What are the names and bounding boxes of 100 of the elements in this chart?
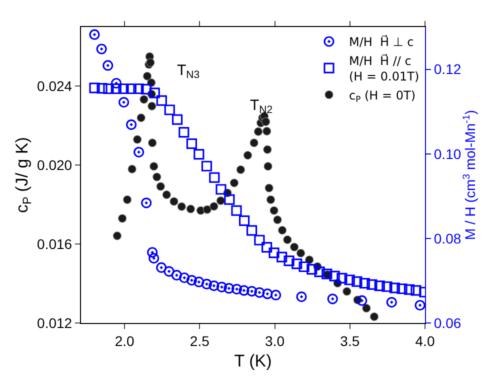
point bbox=[148, 102, 156, 110]
y2-tick-label: 0.10 bbox=[434, 146, 462, 162]
point bbox=[102, 60, 114, 71]
point bbox=[306, 264, 318, 275]
point bbox=[344, 274, 355, 286]
point bbox=[149, 88, 160, 98]
point bbox=[264, 162, 272, 171]
point bbox=[270, 290, 282, 300]
point bbox=[283, 235, 292, 244]
point bbox=[126, 119, 137, 130]
point bbox=[356, 295, 368, 306]
x-axis-title: T (K) bbox=[234, 351, 272, 370]
point bbox=[133, 135, 142, 144]
legend-label: M/H H⃗ ⊥ c bbox=[349, 34, 414, 50]
point bbox=[96, 83, 108, 94]
point bbox=[208, 280, 220, 292]
x-tick-label: 2.5 bbox=[190, 332, 210, 349]
point bbox=[270, 206, 278, 215]
point bbox=[118, 96, 130, 108]
point bbox=[147, 247, 158, 258]
annotation: T$_{N3}$ bbox=[177, 62, 200, 82]
y2-tick-label: 0.08 bbox=[434, 230, 462, 246]
legend-label: c$_{P}$ (H = 0T) bbox=[349, 88, 416, 104]
point bbox=[118, 214, 127, 223]
point bbox=[268, 248, 280, 258]
point bbox=[224, 283, 234, 294]
point bbox=[329, 270, 340, 282]
point bbox=[374, 280, 385, 292]
point bbox=[296, 248, 306, 258]
point bbox=[238, 215, 250, 226]
point bbox=[141, 198, 152, 208]
x-tick-label: 2.0 bbox=[114, 332, 134, 349]
point bbox=[336, 272, 348, 284]
point bbox=[262, 242, 272, 253]
point bbox=[254, 127, 263, 136]
point bbox=[366, 279, 378, 290]
point bbox=[410, 285, 422, 296]
point bbox=[186, 138, 198, 150]
point bbox=[194, 276, 204, 288]
point bbox=[231, 284, 242, 294]
point bbox=[352, 276, 362, 287]
point bbox=[298, 261, 310, 272]
point bbox=[296, 291, 307, 302]
point bbox=[96, 44, 107, 54]
y-tick-label: 0.012 bbox=[37, 314, 72, 331]
point bbox=[89, 29, 100, 40]
point bbox=[148, 253, 160, 264]
point bbox=[201, 278, 212, 290]
point bbox=[396, 283, 408, 294]
point bbox=[148, 138, 157, 148]
point bbox=[327, 294, 338, 304]
point bbox=[202, 205, 212, 214]
point bbox=[231, 205, 242, 216]
point bbox=[266, 195, 276, 204]
point bbox=[414, 300, 425, 311]
point bbox=[290, 242, 299, 252]
point bbox=[112, 231, 122, 240]
point bbox=[156, 262, 167, 273]
point bbox=[276, 252, 288, 262]
point bbox=[292, 258, 302, 270]
y2-tick-label: 0.12 bbox=[434, 61, 462, 78]
y-tick-label: 0.020 bbox=[37, 157, 72, 174]
y-tick-label: 0.024 bbox=[37, 78, 72, 94]
point bbox=[201, 160, 212, 172]
annotation: T$_{N2}$ bbox=[250, 97, 273, 116]
point bbox=[262, 126, 272, 136]
point bbox=[370, 312, 379, 321]
point bbox=[389, 282, 400, 294]
point bbox=[172, 114, 183, 125]
y-tick-label: 0.016 bbox=[37, 236, 72, 252]
point bbox=[262, 288, 273, 300]
point bbox=[362, 304, 371, 312]
point bbox=[210, 202, 218, 211]
point bbox=[156, 95, 167, 106]
point bbox=[122, 195, 132, 204]
point bbox=[177, 202, 186, 211]
x-tick-label: 4.0 bbox=[415, 332, 435, 349]
y2-tick-label: 0.06 bbox=[434, 314, 462, 331]
point bbox=[284, 256, 294, 266]
point bbox=[171, 270, 182, 281]
point bbox=[89, 82, 100, 94]
point bbox=[382, 281, 392, 292]
point bbox=[278, 226, 287, 235]
point bbox=[359, 278, 370, 289]
point bbox=[254, 287, 265, 298]
point bbox=[236, 165, 245, 174]
point bbox=[134, 146, 144, 158]
point bbox=[404, 284, 415, 295]
point bbox=[186, 204, 195, 214]
point bbox=[216, 196, 225, 205]
point bbox=[261, 117, 270, 126]
point bbox=[128, 164, 136, 174]
point bbox=[250, 138, 258, 148]
point bbox=[216, 184, 226, 195]
point bbox=[386, 296, 397, 308]
point bbox=[194, 148, 204, 160]
point bbox=[152, 172, 162, 182]
point bbox=[126, 83, 136, 94]
point bbox=[246, 225, 258, 236]
point bbox=[224, 194, 235, 205]
